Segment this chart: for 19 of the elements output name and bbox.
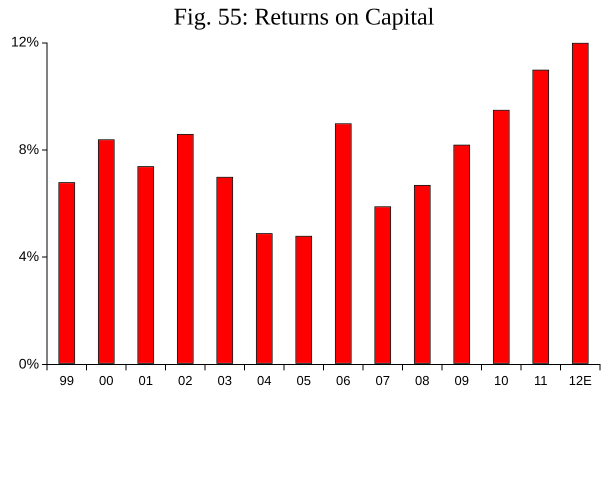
- chart-title: Fig. 55: Returns on Capital: [174, 4, 435, 31]
- x-tick-label: 08: [415, 372, 430, 388]
- x-tick-label: 01: [138, 372, 153, 388]
- x-tick-label: 10: [494, 372, 508, 388]
- x-tick-label: 07: [376, 372, 390, 388]
- x-tick-label: 05: [296, 372, 311, 388]
- x-tick-label: 11: [534, 372, 548, 388]
- y-tick-label: 8%: [18, 140, 40, 157]
- y-tick-label: 12%: [10, 34, 40, 50]
- x-tick-label: 00: [99, 372, 114, 388]
- x-tick-label: 02: [178, 372, 192, 388]
- y-tick-label: 4%: [18, 248, 40, 264]
- x-tick-label: 04: [257, 372, 272, 388]
- x-tick-label: 12E: [568, 372, 592, 388]
- x-tick-label: 99: [60, 372, 74, 388]
- y-tick-label: 0%: [18, 355, 40, 372]
- x-tick-label: 03: [218, 372, 232, 388]
- x-tick-label: 09: [454, 372, 469, 388]
- x-tick-label: 06: [336, 372, 350, 388]
